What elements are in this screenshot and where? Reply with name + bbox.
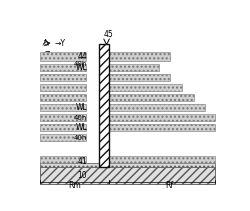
Bar [40, 84, 86, 91]
Bar [109, 124, 215, 131]
Text: Rf: Rf [165, 181, 173, 190]
Bar [40, 167, 215, 184]
Text: Rm: Rm [68, 181, 80, 190]
Text: WL: WL [76, 123, 87, 132]
Bar [109, 156, 215, 163]
Text: 45: 45 [104, 30, 114, 39]
Text: WL: WL [76, 63, 87, 72]
Text: 44: 44 [78, 52, 87, 61]
Text: 40h: 40h [74, 61, 87, 67]
Text: 10: 10 [78, 171, 87, 180]
Bar [40, 74, 86, 81]
Bar [109, 114, 215, 121]
Bar [109, 84, 182, 91]
Text: 40h: 40h [74, 115, 87, 121]
Bar [40, 163, 215, 167]
Bar [40, 64, 86, 71]
Bar [109, 74, 170, 81]
Bar [109, 94, 194, 101]
Bar [40, 51, 86, 61]
Bar [109, 51, 170, 61]
Bar [40, 134, 86, 141]
Text: →Y: →Y [55, 39, 66, 47]
Bar [109, 104, 205, 111]
Bar [40, 156, 86, 163]
Bar [40, 124, 86, 131]
Bar [40, 114, 86, 121]
Text: WL: WL [76, 103, 87, 112]
Text: 40h: 40h [74, 135, 87, 141]
Text: 41: 41 [78, 157, 87, 166]
Bar [40, 94, 86, 101]
Text: Z: Z [45, 51, 50, 60]
Bar [99, 44, 109, 167]
Bar [109, 64, 159, 71]
Bar [40, 104, 86, 111]
